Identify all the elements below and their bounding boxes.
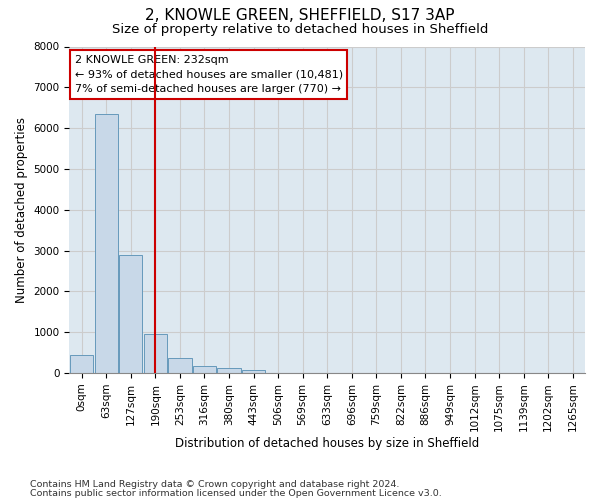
Text: Contains HM Land Registry data © Crown copyright and database right 2024.: Contains HM Land Registry data © Crown c…: [30, 480, 400, 489]
Bar: [143, 334, 167, 373]
Bar: [70, 356, 94, 373]
Bar: [193, 366, 216, 373]
Bar: [217, 368, 241, 373]
Text: 2, KNOWLE GREEN, SHEFFIELD, S17 3AP: 2, KNOWLE GREEN, SHEFFIELD, S17 3AP: [145, 8, 455, 22]
Y-axis label: Number of detached properties: Number of detached properties: [15, 116, 28, 302]
Bar: [168, 358, 191, 373]
Bar: [242, 370, 265, 373]
Bar: [119, 254, 142, 373]
Text: Size of property relative to detached houses in Sheffield: Size of property relative to detached ho…: [112, 22, 488, 36]
Bar: [95, 114, 118, 373]
Text: 2 KNOWLE GREEN: 232sqm
← 93% of detached houses are smaller (10,481)
7% of semi-: 2 KNOWLE GREEN: 232sqm ← 93% of detached…: [74, 54, 343, 94]
X-axis label: Distribution of detached houses by size in Sheffield: Distribution of detached houses by size …: [175, 437, 479, 450]
Text: Contains public sector information licensed under the Open Government Licence v3: Contains public sector information licen…: [30, 490, 442, 498]
